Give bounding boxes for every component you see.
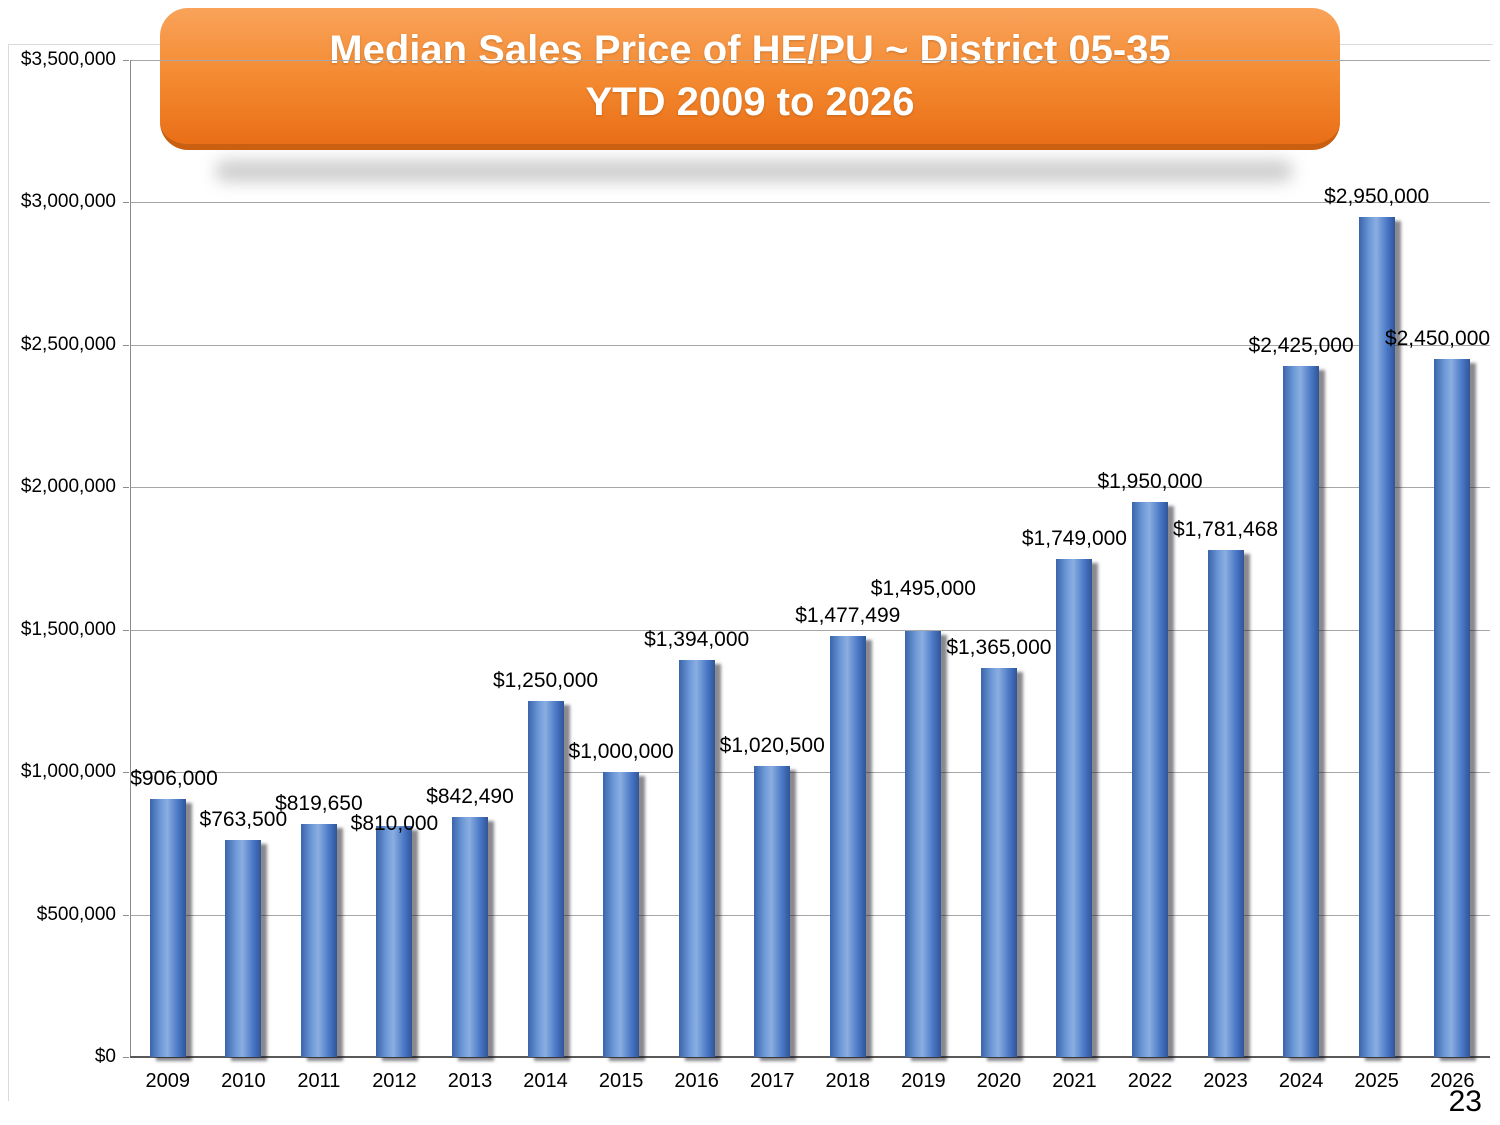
y-tick [123,629,129,631]
data-label: $1,495,000 [870,577,976,601]
bar [300,823,337,1057]
data-label: $842,490 [426,785,514,808]
gridline [130,344,1490,346]
gridline [130,629,1490,631]
bar [1132,501,1168,1057]
x-axis-label: 2011 [297,1070,341,1092]
chart-title: Median Sales Price of HE/PU ~ District 0… [329,28,1171,72]
chart-subtitle: YTD 2009 to 2026 [585,80,915,124]
y-axis-label: $500,000 [36,903,116,925]
y-tick [123,1057,129,1058]
x-axis-label: 2013 [447,1070,493,1092]
x-axis-label: 2009 [145,1070,191,1092]
bar [149,798,186,1057]
bar [1358,216,1395,1057]
bar [1434,359,1471,1057]
bar [376,826,413,1057]
y-axis-label: $2,000,000 [20,476,116,498]
bar [452,817,488,1057]
y-tick [123,772,129,774]
y-axis-label: $3,500,000 [20,49,116,70]
data-label: $1,950,000 [1097,469,1203,493]
data-label: $1,020,500 [719,734,825,758]
y-axis-line [130,60,131,1057]
y-axis-label: $1,000,000 [20,761,116,783]
y-tick [123,487,129,489]
bar [980,668,1017,1057]
gridline [130,202,1490,204]
data-label: $1,749,000 [1021,526,1127,550]
x-axis-label: 2016 [674,1070,719,1092]
gridline [130,487,1490,489]
y-axis-label: $2,500,000 [20,333,116,355]
x-axis-label: 2014 [523,1070,568,1092]
y-tick [123,202,129,204]
x-axis-line [130,1056,1490,1058]
x-axis-label: 2015 [598,1070,644,1092]
data-label: $1,394,000 [644,627,750,651]
bar [527,700,564,1057]
bar [829,636,866,1057]
bar [1056,558,1093,1057]
bar [603,772,640,1057]
data-label: $1,000,000 [568,740,674,764]
data-label: $1,781,468 [1172,517,1279,541]
y-tick [123,60,129,61]
page-number: 23 [1448,1085,1482,1118]
bar [905,631,942,1057]
data-label: $1,365,000 [946,636,1052,660]
bar [1283,366,1320,1057]
y-axis-label: $0 [94,1046,116,1067]
x-axis-label: 2020 [976,1070,1022,1092]
bar [754,766,791,1057]
y-tick [123,344,129,346]
x-axis-label: 2023 [1203,1070,1248,1092]
x-axis-label: 2018 [825,1070,871,1092]
y-axis-label: $3,000,000 [20,191,116,213]
data-label: $2,425,000 [1248,334,1354,358]
data-label: $2,950,000 [1324,184,1430,208]
x-axis-label: 2017 [749,1070,795,1092]
data-label: $1,477,499 [795,604,901,628]
data-label: $906,000 [130,766,218,790]
data-label: $1,250,000 [492,668,599,692]
gridline [130,914,1490,916]
x-axis-label: 2024 [1278,1070,1324,1092]
bar [1207,549,1244,1057]
data-label: $810,000 [350,812,439,836]
x-axis-label: 2022 [1127,1070,1173,1092]
x-axis-label: 2025 [1354,1070,1399,1092]
chart-title-box: Median Sales Price of HE/PU ~ District 0… [160,8,1340,150]
x-axis-label: 2021 [1052,1070,1097,1092]
data-label: $763,500 [199,807,288,831]
x-axis-label: 2010 [221,1070,266,1092]
x-axis-label: 2019 [901,1070,946,1092]
x-axis-label: 2026 [1429,1070,1475,1092]
data-label: $2,450,000 [1384,327,1491,351]
bar [678,659,715,1057]
y-tick [123,914,129,916]
title-shadow [215,160,1293,182]
gridline [130,772,1490,774]
gridline [130,60,1490,61]
y-axis-label: $1,500,000 [20,618,116,640]
x-axis-label: 2012 [372,1070,417,1092]
data-label: $819,650 [275,791,363,815]
bar [225,839,262,1057]
